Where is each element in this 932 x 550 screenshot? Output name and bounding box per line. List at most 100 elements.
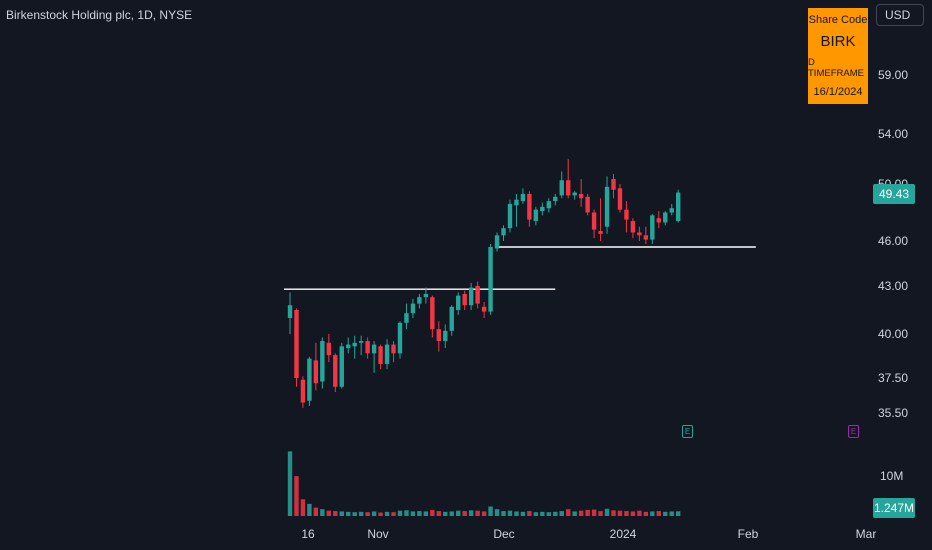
volume-bar <box>533 512 539 516</box>
volume-bar <box>669 511 674 516</box>
volume-bar <box>391 512 396 516</box>
candle-body <box>527 193 532 220</box>
candle-body <box>546 201 551 209</box>
time-tick-label: 2024 <box>610 527 637 541</box>
volume-bar <box>630 511 636 516</box>
volume-bar <box>339 511 344 516</box>
volume-bar <box>456 510 461 516</box>
volume-bar <box>656 511 661 516</box>
time-tick-label: Dec <box>493 527 514 541</box>
candle-body <box>591 212 597 230</box>
volume-bar <box>481 511 487 516</box>
volume-bar <box>397 510 403 516</box>
candle-body <box>494 235 500 249</box>
volume-bar <box>475 510 480 516</box>
candle-body <box>624 209 629 220</box>
volume-bar <box>449 511 454 516</box>
candle-body <box>423 294 429 298</box>
candle-body <box>449 306 454 331</box>
volume-bar <box>443 511 448 516</box>
share-code-value: BIRK <box>820 32 856 50</box>
candle-body <box>520 193 526 202</box>
candle-body <box>333 355 338 387</box>
candle-body <box>436 329 442 342</box>
time-tick-label: Mar <box>856 527 877 541</box>
price-tick-label: 37.50 <box>878 371 908 385</box>
candle-body <box>669 208 674 213</box>
volume-bar <box>507 510 513 516</box>
candle-body <box>676 192 681 222</box>
candle-body <box>559 180 564 196</box>
volume-bar <box>488 506 493 516</box>
volume-bar <box>378 512 383 516</box>
candle-body <box>481 306 487 312</box>
candle-body <box>501 228 506 236</box>
candle-body <box>320 341 325 382</box>
earnings-event-icon[interactable]: E <box>682 425 693 438</box>
volume-bar <box>365 512 370 516</box>
chart-title: Birkenstock Holding plc, 1D, NYSE <box>6 8 193 22</box>
price-tick-label: 46.00 <box>878 234 908 248</box>
timeframe-label: D TIMEFRAME <box>808 57 864 80</box>
candle-body <box>300 379 306 403</box>
volume-bar <box>384 511 390 516</box>
candle-body <box>650 215 655 240</box>
volume-bar <box>578 510 584 516</box>
candle-body <box>410 303 416 314</box>
volume-bar <box>663 511 668 516</box>
candle-body <box>307 358 312 401</box>
candle-body <box>378 346 383 364</box>
candle-body <box>540 206 545 212</box>
candle-body <box>294 310 299 378</box>
candle-body <box>585 196 590 213</box>
candle-body <box>313 360 319 384</box>
volume-bar <box>320 509 325 516</box>
candle-body <box>663 212 668 223</box>
volume-bar <box>520 511 526 516</box>
candle-body <box>630 221 636 233</box>
candle-body <box>656 218 661 223</box>
candle-body <box>346 344 351 349</box>
volume-bar <box>410 511 416 516</box>
last-price-tag: 49.43 <box>873 184 915 204</box>
upcoming-earnings-event-icon[interactable]: E <box>848 425 859 438</box>
candle-body <box>404 313 409 323</box>
candle-body <box>637 232 642 236</box>
currency-selector[interactable]: USD <box>876 4 924 26</box>
time-tick-label: Nov <box>367 527 388 541</box>
volume-bar <box>501 511 506 516</box>
price-tick-label: 40.00 <box>878 327 908 341</box>
candle-body <box>514 199 519 206</box>
share-code-label: Share Code <box>808 13 868 26</box>
candle-body <box>326 342 332 356</box>
volume-bar <box>294 476 299 516</box>
volume-bar <box>430 509 435 516</box>
volume-bar <box>546 512 551 516</box>
volume-bar <box>313 507 319 516</box>
candle-body <box>488 247 493 312</box>
candle-body <box>456 295 461 310</box>
candle-body <box>339 346 344 387</box>
candle-body <box>384 344 390 364</box>
volume-bar <box>333 511 338 516</box>
volume-bar <box>436 511 442 516</box>
volume-bar <box>637 510 642 516</box>
time-tick-label: 16 <box>301 527 315 541</box>
candle-body <box>462 294 467 306</box>
candle-body <box>371 344 377 354</box>
volume-bar <box>559 511 564 516</box>
volume-bar <box>572 511 577 516</box>
volume-bar <box>643 511 649 516</box>
candle-body <box>352 342 357 347</box>
volume-bar <box>598 511 603 516</box>
date-label: 16/1/2024 <box>813 86 863 99</box>
volume-bar <box>326 510 332 516</box>
candle-body <box>417 297 422 304</box>
volume-bar <box>624 511 629 516</box>
volume-bar <box>617 510 623 516</box>
share-code-box: Share Code BIRK D TIMEFRAME 16/1/2024 <box>808 8 868 104</box>
candle-body <box>598 231 603 234</box>
time-tick-label: Feb <box>738 527 759 541</box>
price-tick-label: 59.00 <box>878 68 908 82</box>
